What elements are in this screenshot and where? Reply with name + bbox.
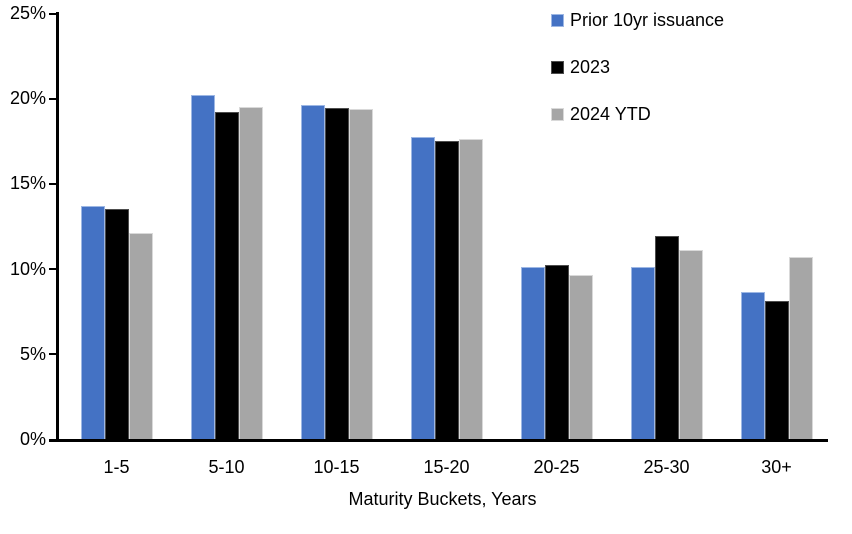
bar-prior-10yr-issuance bbox=[80, 205, 105, 439]
y-tick bbox=[49, 182, 57, 185]
bar-2024-ytd bbox=[788, 256, 813, 439]
y-tick bbox=[49, 97, 57, 100]
x-category-label: 15-20 bbox=[423, 457, 470, 477]
bar-2023 bbox=[324, 108, 349, 439]
bar-2023 bbox=[544, 265, 569, 439]
legend-swatch-icon bbox=[551, 107, 564, 121]
y-tick-label: 20% bbox=[9, 88, 46, 109]
bar-prior-10yr-issuance bbox=[740, 292, 765, 439]
bar-2023 bbox=[434, 140, 459, 439]
bar-2023 bbox=[104, 208, 129, 439]
y-tick-label: 5% bbox=[19, 343, 46, 364]
y-tick bbox=[49, 353, 57, 356]
x-axis-title: Maturity Buckets, Years bbox=[348, 489, 537, 509]
legend: Prior 10yr issuance 2023 2024 YTD bbox=[551, 10, 724, 151]
bar-2024-ytd bbox=[678, 249, 703, 439]
x-category-label: 20-25 bbox=[533, 457, 580, 477]
y-tick bbox=[49, 438, 57, 441]
bar-prior-10yr-issuance bbox=[520, 266, 545, 439]
bar-prior-10yr-issuance bbox=[300, 105, 325, 439]
y-tick-label: 25% bbox=[9, 3, 46, 23]
bar-prior-10yr-issuance bbox=[190, 94, 215, 439]
legend-item: 2024 YTD bbox=[551, 104, 724, 124]
legend-label: 2023 bbox=[570, 57, 611, 77]
x-category-label: 25-30 bbox=[643, 457, 690, 477]
y-tick bbox=[49, 12, 57, 15]
bar-prior-10yr-issuance bbox=[410, 137, 435, 439]
legend-label: Prior 10yr issuance bbox=[570, 10, 725, 30]
x-category-label: 5-10 bbox=[208, 457, 245, 477]
y-tick-label: 15% bbox=[9, 173, 46, 194]
bar-2024-ytd bbox=[128, 232, 153, 439]
y-axis-line bbox=[56, 12, 59, 441]
x-category-label: 1-5 bbox=[103, 457, 130, 477]
x-axis-line bbox=[49, 439, 828, 442]
bar-2024-ytd bbox=[238, 106, 263, 439]
x-category-label: 30+ bbox=[761, 457, 792, 477]
legend-swatch-icon bbox=[551, 60, 564, 74]
legend-item: 2023 bbox=[551, 57, 724, 77]
bar-2024-ytd bbox=[568, 275, 593, 439]
bar-2024-ytd bbox=[458, 139, 483, 439]
x-category-label: 10-15 bbox=[313, 457, 360, 477]
y-tick bbox=[49, 268, 57, 271]
legend-item: Prior 10yr issuance bbox=[551, 10, 724, 30]
bar-2024-ytd bbox=[348, 109, 373, 439]
legend-swatch-icon bbox=[551, 13, 564, 27]
bar-2023 bbox=[214, 111, 239, 439]
bar-prior-10yr-issuance bbox=[630, 266, 655, 439]
legend-label: 2024 YTD bbox=[570, 104, 651, 124]
bar-2023 bbox=[654, 236, 679, 439]
y-tick-label: 0% bbox=[19, 429, 46, 449]
y-tick-label: 10% bbox=[9, 258, 46, 279]
bar-2023 bbox=[764, 300, 789, 439]
